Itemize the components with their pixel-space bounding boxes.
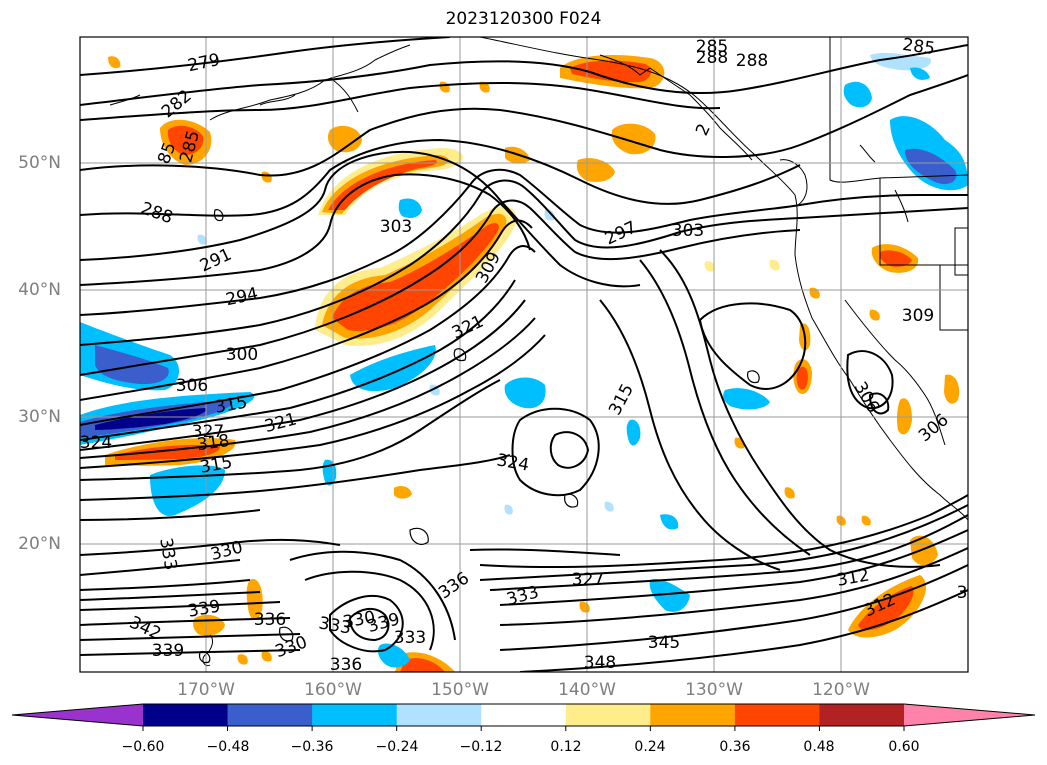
colorbar-cell xyxy=(650,704,736,726)
map-title: 2023120300 F024 xyxy=(445,9,602,29)
contour-label: 306 xyxy=(176,376,208,396)
contour-label: 285 xyxy=(901,35,936,59)
colorbar-tick-label: 0.60 xyxy=(888,739,920,755)
colorbar-extend-max xyxy=(904,704,1035,726)
contour-label: 3 xyxy=(957,583,968,603)
contour-label: 303 xyxy=(672,221,704,241)
contour-label: 348 xyxy=(584,653,616,673)
colorbar-tick-label: −0.24 xyxy=(375,739,419,755)
colorbar-cells xyxy=(143,704,905,726)
contour-label: 327 xyxy=(572,570,604,590)
thin-contours xyxy=(198,209,760,664)
map-frame xyxy=(79,36,969,673)
colorbar-tick-label: 0.24 xyxy=(634,739,666,755)
contour-label: 300 xyxy=(226,345,258,365)
colorbar-cell xyxy=(227,704,313,726)
colorbar-cell xyxy=(819,704,905,726)
contour-label: 327 xyxy=(192,422,224,442)
colorbar-tick-label: −0.48 xyxy=(206,739,250,755)
contour-label: 333 xyxy=(394,628,426,648)
negative-shading xyxy=(80,52,968,668)
contour-label: 303 xyxy=(380,217,412,237)
lon-label-120w: 120°W xyxy=(812,680,870,700)
positive-shading xyxy=(105,55,960,672)
contour-label: 336 xyxy=(330,655,362,675)
contour-label: 309 xyxy=(902,306,934,326)
lon-label-160w: 160°W xyxy=(304,680,362,700)
colorbar-tick-label: 0.48 xyxy=(803,739,835,755)
colorbar-cell xyxy=(396,704,482,726)
colorbar-tick-label: −0.12 xyxy=(459,739,503,755)
lat-label-50n: 50°N xyxy=(18,153,61,173)
colorbar-cell xyxy=(312,704,398,726)
colorbar-cell xyxy=(734,704,820,726)
colorbar-tick-label: 0.12 xyxy=(550,739,582,755)
lon-label-150w: 150°W xyxy=(431,680,489,700)
colorbar-tick-label: 0.36 xyxy=(719,739,751,755)
lat-label-20n: 20°N xyxy=(18,534,61,554)
colorbar-cell xyxy=(143,704,229,726)
contour-label: 336 xyxy=(254,610,286,630)
colorbar-extend-min xyxy=(12,704,143,726)
colorbar-tick-label: −0.36 xyxy=(290,739,334,755)
contour-label: 288 xyxy=(696,48,728,68)
lon-label-140w: 140°W xyxy=(558,680,616,700)
contour-label: 324 xyxy=(80,433,112,453)
contour-label: 288 xyxy=(736,51,768,71)
colorbar xyxy=(11,703,1036,731)
contour-label: 285 xyxy=(696,37,728,57)
lat-label-40n: 40°N xyxy=(18,280,61,300)
lon-label-170w: 170°W xyxy=(177,680,235,700)
colorbar-tick-label: −0.60 xyxy=(121,739,165,755)
contour-label: 339 xyxy=(152,641,184,661)
lon-label-130w: 130°W xyxy=(685,680,743,700)
colorbar-cell xyxy=(481,704,567,726)
contour-label: 345 xyxy=(648,633,680,653)
map-plot-area: 279 282 285 285 288 288 285 291 294 297 … xyxy=(80,35,968,675)
contour-lines xyxy=(80,37,968,672)
contour-label: 318 xyxy=(196,431,231,455)
colorbar-cell xyxy=(565,704,651,726)
lat-label-30n: 30°N xyxy=(18,407,61,427)
